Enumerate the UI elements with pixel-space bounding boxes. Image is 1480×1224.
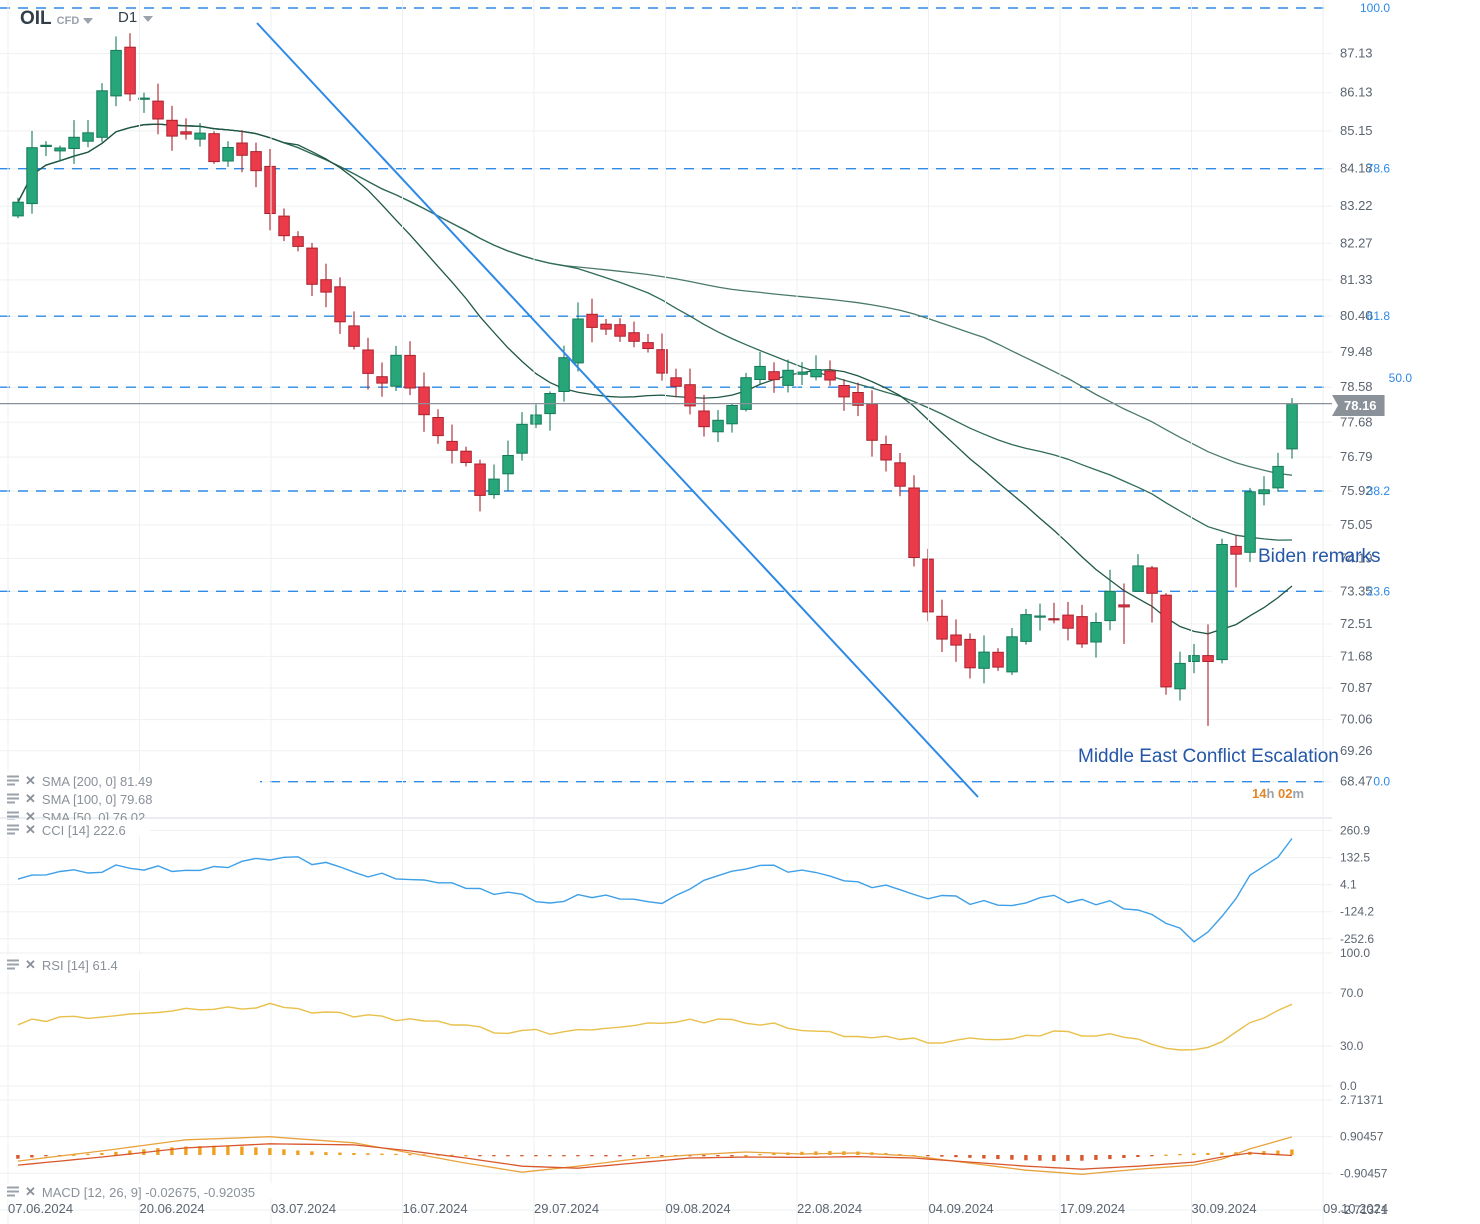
svg-text:09.08.2024: 09.08.2024 xyxy=(666,1201,731,1216)
svg-text:29.07.2024: 29.07.2024 xyxy=(534,1201,599,1216)
svg-text:70.0: 70.0 xyxy=(1340,986,1364,1000)
svg-text:-124.2: -124.2 xyxy=(1340,905,1374,919)
svg-text:0.90457: 0.90457 xyxy=(1340,1130,1384,1144)
svg-text:2.71371: 2.71371 xyxy=(1340,1093,1384,1107)
svg-text:-252.6: -252.6 xyxy=(1340,932,1374,946)
svg-text:22.08.2024: 22.08.2024 xyxy=(797,1201,862,1216)
svg-text:4.1: 4.1 xyxy=(1340,878,1357,892)
svg-text:100.0: 100.0 xyxy=(1340,946,1370,960)
svg-text:0.0: 0.0 xyxy=(1340,1079,1357,1093)
svg-text:20.06.2024: 20.06.2024 xyxy=(140,1201,205,1216)
svg-text:260.9: 260.9 xyxy=(1340,824,1370,838)
svg-text:Biden remarks: Biden remarks xyxy=(1258,546,1381,567)
svg-text:03.07.2024: 03.07.2024 xyxy=(271,1201,336,1216)
svg-text:132.5: 132.5 xyxy=(1340,851,1370,865)
svg-text:-0.90457: -0.90457 xyxy=(1340,1166,1388,1180)
svg-text:17.09.2024: 17.09.2024 xyxy=(1060,1201,1125,1216)
svg-text:30.09.2024: 30.09.2024 xyxy=(1192,1201,1257,1216)
svg-text:04.09.2024: 04.09.2024 xyxy=(929,1201,994,1216)
svg-text:16.07.2024: 16.07.2024 xyxy=(403,1201,468,1216)
svg-text:07.06.2024: 07.06.2024 xyxy=(8,1201,73,1216)
svg-text:30.0: 30.0 xyxy=(1340,1039,1364,1053)
svg-text:Middle East Conflict Escalatio: Middle East Conflict Escalation xyxy=(1078,746,1339,767)
svg-text:09.10.2024: 09.10.2024 xyxy=(1323,1201,1388,1216)
